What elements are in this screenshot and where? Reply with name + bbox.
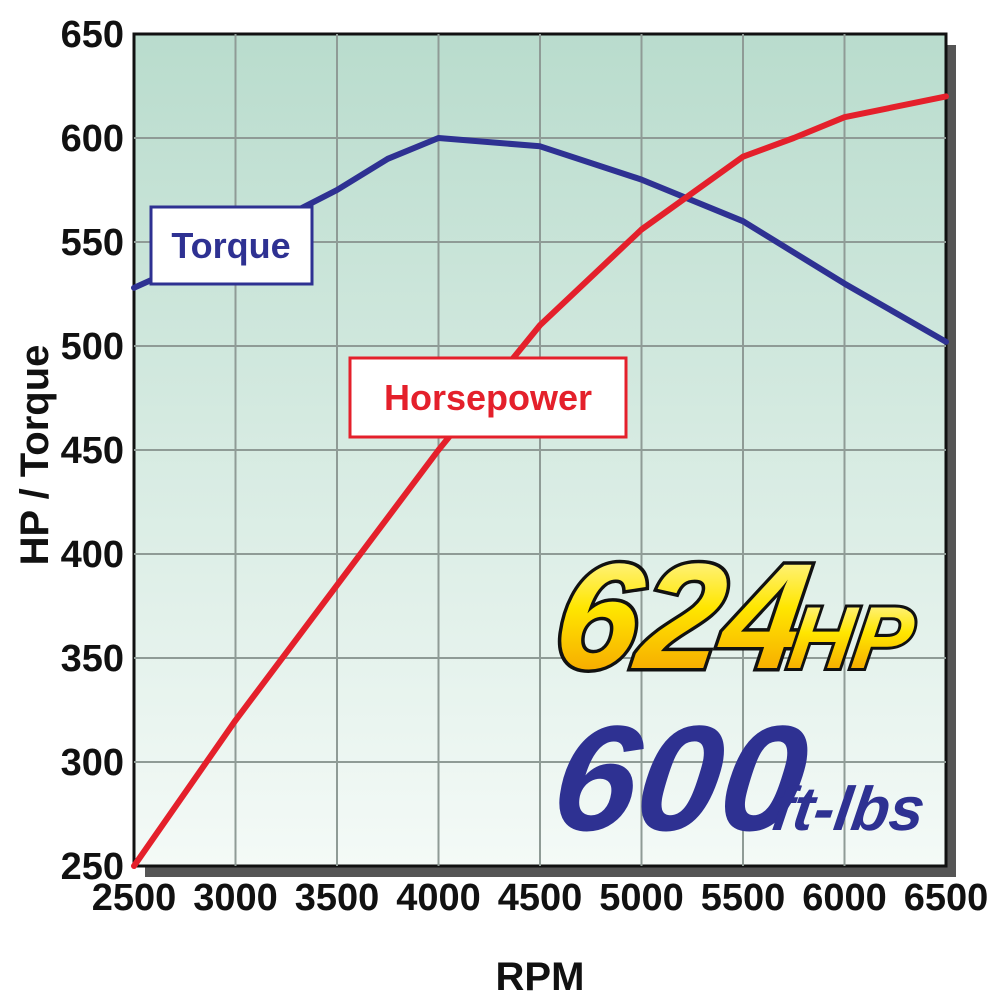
y-tick-labels: 250 300 350 400 450 500 550 600 650	[61, 14, 124, 888]
x-tick-label: 6500	[904, 877, 989, 919]
y-tick-label: 500	[61, 326, 124, 368]
grid-lines	[134, 34, 946, 866]
y-tick-label: 600	[61, 118, 124, 160]
x-tick-label: 3500	[295, 877, 380, 919]
y-axis-title: HP / Torque	[13, 345, 57, 566]
x-tick-labels: 2500 3000 3500 4000 4500 5000 5500 6000 6500	[92, 877, 989, 919]
y-tick-label: 250	[61, 846, 124, 888]
x-axis-title: RPM	[496, 955, 585, 999]
y-tick-label: 350	[61, 638, 124, 680]
y-tick-label: 450	[61, 430, 124, 472]
x-tick-label: 6000	[802, 877, 887, 919]
legend-horsepower-label: Horsepower	[384, 377, 592, 418]
y-tick-label: 650	[61, 14, 124, 56]
y-tick-label: 300	[61, 742, 124, 784]
x-tick-label: 3000	[193, 877, 278, 919]
peak-torque-unit: ft-lbs	[768, 775, 929, 844]
peak-hp-value: 624	[546, 533, 820, 700]
x-tick-label: 4000	[396, 877, 481, 919]
x-tick-label: 2500	[92, 877, 177, 919]
y-tick-label: 550	[61, 222, 124, 264]
y-tick-label: 400	[61, 534, 124, 576]
peak-torque-value: 600	[544, 695, 818, 862]
peak-torque-annotation: 600 ft-lbs	[544, 695, 930, 862]
peak-hp-annotation: 624 HP	[542, 529, 923, 703]
horsepower-line	[131, 93, 949, 869]
legend-torque: Torque	[149, 205, 314, 286]
x-tick-label: 5500	[701, 877, 786, 919]
legend-torque-label: Torque	[171, 225, 290, 266]
x-tick-label: 4500	[498, 877, 583, 919]
x-tick-label: 5000	[599, 877, 684, 919]
legend-horsepower: Horsepower	[348, 356, 628, 439]
peak-hp-unit: HP	[783, 588, 920, 687]
